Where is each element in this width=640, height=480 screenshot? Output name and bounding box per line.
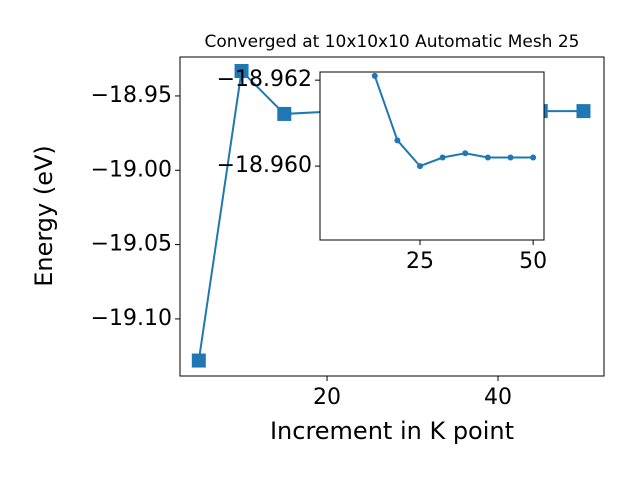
x-axis-label: Increment in K point: [270, 417, 514, 445]
point: [462, 150, 469, 157]
x-tick-label: 25: [406, 249, 434, 274]
y-tick-label: −19.00: [91, 157, 172, 182]
chart-title: Converged at 10x10x10 Automatic Mesh 25: [205, 32, 580, 52]
point: [234, 63, 249, 78]
series-line: [373, 75, 534, 168]
point: [191, 353, 206, 368]
y-tick-label: −18.962: [217, 67, 312, 92]
point: [417, 163, 424, 170]
point: [484, 154, 491, 161]
point: [530, 154, 537, 161]
y-tick-label: −18.95: [91, 83, 172, 108]
y-axis-label: Energy (eV): [30, 145, 58, 287]
y-tick-label: −18.960: [217, 153, 312, 178]
x-tick-label: 50: [519, 249, 547, 274]
x-tick-label: 40: [484, 385, 512, 410]
y-tick-label: −19.10: [91, 306, 172, 331]
plot-area: [319, 71, 545, 241]
point: [277, 106, 292, 121]
x-tick-label: 20: [313, 385, 341, 410]
point: [507, 154, 514, 161]
point: [371, 72, 378, 79]
point: [394, 137, 401, 144]
point: [439, 154, 446, 161]
y-tick-label: −19.05: [91, 232, 172, 257]
point: [576, 104, 591, 119]
